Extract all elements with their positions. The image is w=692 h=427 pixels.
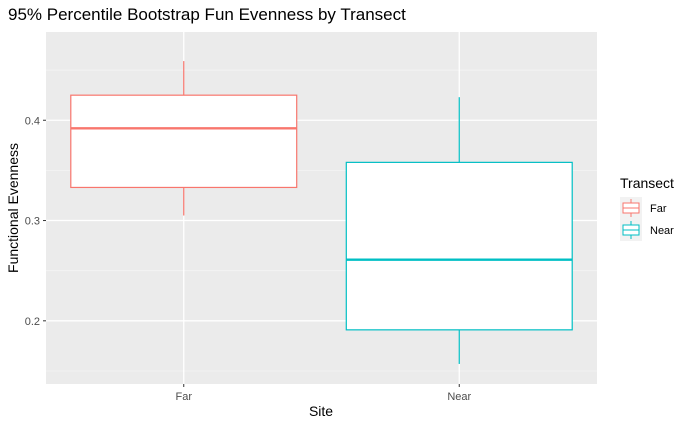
box-near xyxy=(345,97,573,364)
y-tick-label: 0.4 xyxy=(25,115,40,127)
legend-entry-near: Near xyxy=(620,219,674,241)
legend-label: Near xyxy=(650,225,674,237)
legend: Transect Far Near xyxy=(620,175,674,241)
box-far xyxy=(70,61,298,216)
y-axis-title: Functional Evenness xyxy=(5,143,21,273)
legend-label: Far xyxy=(650,203,667,215)
x-axis-title: Site xyxy=(309,403,333,419)
chart-title: 95% Percentile Bootstrap Fun Evenness by… xyxy=(8,5,406,24)
x-tick-label: Near xyxy=(447,391,471,403)
y-tick-label: 0.3 xyxy=(25,216,40,228)
x-tick-label: Far xyxy=(176,391,193,403)
box-series xyxy=(70,61,573,364)
legend-title: Transect xyxy=(620,175,674,191)
box-iqr xyxy=(70,94,298,189)
y-tick-label: 0.2 xyxy=(25,316,40,328)
legend-entry-far: Far xyxy=(620,197,667,219)
axes: 0.2 0.3 0.4 Far Near xyxy=(25,115,472,403)
box-iqr xyxy=(345,161,573,331)
